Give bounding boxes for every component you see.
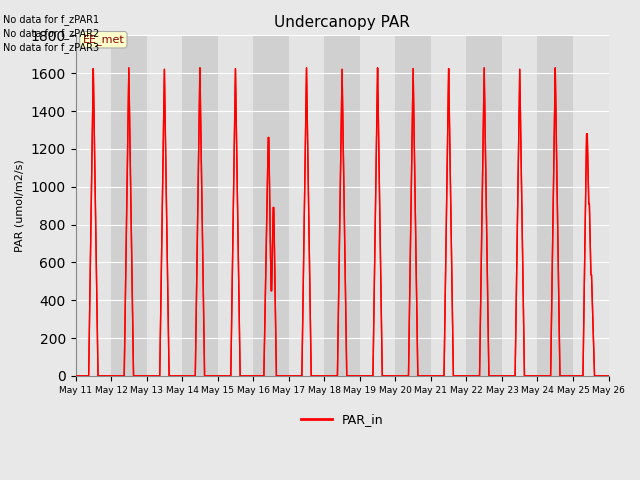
Bar <box>467 36 502 376</box>
Bar <box>573 36 609 376</box>
Bar <box>396 36 431 376</box>
Bar <box>324 36 360 376</box>
Text: No data for f_zPAR2: No data for f_zPAR2 <box>3 28 99 39</box>
Text: No data for f_zPAR1: No data for f_zPAR1 <box>3 13 99 24</box>
Bar <box>111 36 147 376</box>
Bar <box>502 36 538 376</box>
Bar <box>538 36 573 376</box>
Bar <box>76 36 111 376</box>
Bar <box>182 36 218 376</box>
Bar <box>431 36 467 376</box>
Bar <box>218 36 253 376</box>
Title: Undercanopy PAR: Undercanopy PAR <box>274 15 410 30</box>
Bar <box>147 36 182 376</box>
Bar <box>253 36 289 376</box>
Text: No data for f_zPAR3: No data for f_zPAR3 <box>3 42 99 53</box>
Text: EE_met: EE_met <box>83 34 124 45</box>
Legend: PAR_in: PAR_in <box>296 408 388 431</box>
Y-axis label: PAR (umol/m2/s): PAR (umol/m2/s) <box>15 159 25 252</box>
Bar <box>360 36 396 376</box>
Bar <box>289 36 324 376</box>
